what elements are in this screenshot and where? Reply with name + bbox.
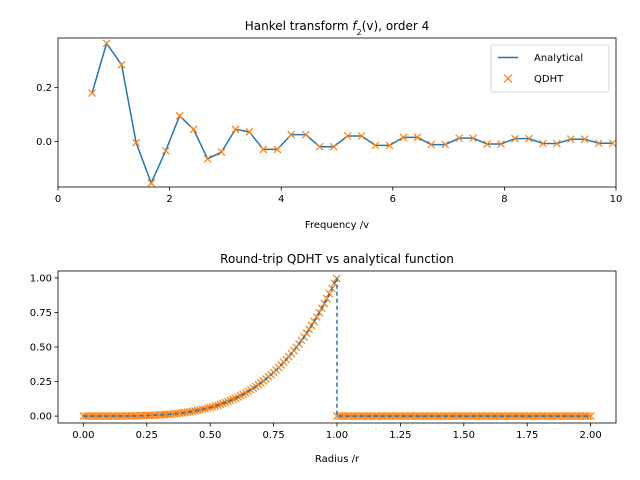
qdht-point (322, 294, 331, 303)
qdht-point (320, 299, 329, 308)
top-x-tick-label: 6 (390, 194, 396, 205)
qdht-point (469, 134, 478, 143)
analytical-series-line (83, 277, 591, 417)
qdht-point (203, 404, 212, 413)
bottom-x-axis-label: Radius /r (315, 454, 360, 465)
bottom-y-tick-label: 1.00 (30, 273, 52, 284)
qdht-point (211, 402, 220, 410)
qdht-point (208, 402, 217, 411)
top-x-tick-label: 8 (501, 194, 507, 205)
top-x-axis-label: Frequency /v (305, 220, 369, 231)
qdht-point (102, 39, 111, 48)
top-x-tick-label: 4 (278, 194, 284, 205)
qdht-point (175, 111, 184, 120)
bottom-x-tick-label: 1.00 (326, 430, 348, 441)
top-x-tick-label: 10 (610, 194, 623, 205)
bottom-chart-title: Round-trip QDHT vs analytical function (220, 252, 454, 266)
top-y-tick-label: 0.2 (36, 83, 52, 94)
legend-qdht-swatch (503, 74, 513, 83)
bottom-x-tick-label: 0.50 (199, 430, 221, 441)
qdht-point (245, 128, 254, 136)
qdht-point (538, 139, 547, 148)
qdht-point (357, 132, 366, 140)
bottom-x-tick-label: 0.75 (262, 430, 284, 441)
qdht-point (525, 134, 533, 143)
qdht-point (224, 397, 232, 406)
qdht-point (594, 139, 603, 148)
bottom-x-tick-label: 1.50 (453, 430, 475, 441)
qdht-point (229, 395, 237, 404)
legend-analytical-label: Analytical (534, 53, 583, 64)
qdht-point (371, 141, 380, 150)
qdht-point (483, 140, 492, 148)
top-chart-title: Hankel transform f2(v), order 4 (245, 19, 430, 37)
legend: Analytical QDHT (490, 44, 610, 93)
round-trip-chart: Round-trip QDHT vs analytical function 0… (30, 252, 617, 465)
qdht-point (315, 142, 324, 151)
qdht-point (132, 138, 141, 147)
qdht-point (216, 400, 225, 409)
qdht-point (203, 154, 212, 163)
hankel-transform-chart: Hankel transform f2(v), order 4 0 2 4 6 8 10 … (36, 19, 622, 231)
qdht-point (413, 133, 422, 142)
bottom-x-tick-label: 2.00 (580, 430, 602, 441)
top-x-tick-label: 0 (55, 194, 61, 205)
qdht-point (511, 134, 519, 143)
top-axes-frame (57, 37, 617, 188)
bottom-y-tick-label: 0.25 (30, 377, 52, 388)
qdht-point (580, 135, 589, 144)
bottom-x-tick-label: 1.75 (516, 430, 538, 441)
qdht-point (231, 125, 240, 134)
qdht-point (552, 139, 561, 148)
qdht-point (217, 148, 226, 157)
bottom-y-tick-label: 0.75 (30, 308, 52, 319)
qdht-point (312, 313, 321, 322)
legend-box (490, 44, 610, 93)
bottom-plot-area (79, 274, 595, 421)
qdht-point (147, 179, 156, 187)
bottom-x-tick-label: 1.25 (389, 430, 411, 441)
qdht-point (497, 140, 505, 148)
qdht-point (584, 412, 593, 421)
qdht-point (189, 125, 198, 134)
qdht-point (455, 134, 464, 143)
bottom-x-tick-label: 0.25 (136, 430, 158, 441)
bottom-x-ticks: 0.00 0.25 0.50 0.75 1.00 1.25 1.50 1.75 2.00 (72, 423, 602, 441)
top-x-ticks: 0 2 4 6 8 10 (55, 187, 623, 205)
qdht-point (399, 133, 408, 142)
bottom-x-tick-label: 0.00 (72, 430, 94, 441)
top-y-tick-label: 0.0 (36, 137, 52, 148)
qdht-point (329, 142, 338, 151)
qdht-point (566, 135, 575, 144)
qdht-point (441, 140, 450, 149)
qdht-point (259, 145, 268, 154)
qdht-point (88, 89, 96, 97)
top-plot-area (88, 39, 617, 187)
qdht-point (385, 141, 394, 150)
top-x-tick-label: 2 (166, 194, 172, 205)
qdht-point (287, 130, 296, 139)
legend-qdht-label: QDHT (534, 74, 564, 85)
top-y-ticks: 0.0 0.2 (36, 83, 58, 148)
bottom-y-ticks: 0.00 0.25 0.50 0.75 1.00 (30, 273, 58, 423)
qdht-point (161, 146, 170, 155)
qdht-point (273, 145, 282, 154)
qdht-point (117, 60, 126, 69)
qdht-point (301, 130, 310, 139)
qdht-point (343, 132, 352, 140)
qdht-point (427, 140, 436, 149)
qdht-point (608, 139, 617, 148)
bottom-y-tick-label: 0.50 (30, 343, 52, 354)
bottom-y-tick-label: 0.00 (30, 412, 52, 423)
